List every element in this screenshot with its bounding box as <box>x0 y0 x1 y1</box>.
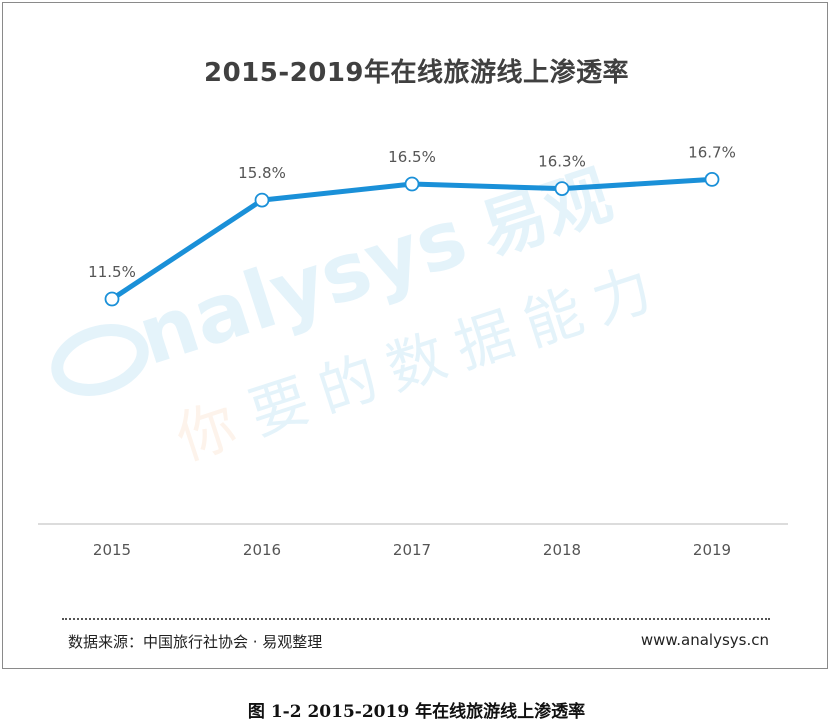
watermark-slogan-first: 你 <box>168 391 244 474</box>
watermark-logo-ring <box>51 324 149 396</box>
data-source: 数据来源：中国旅行社协会 · 易观整理 <box>68 633 323 651</box>
chart-title: 2015-2019年在线旅游线上渗透率 <box>203 58 630 88</box>
x-tick-2018: 2018 <box>543 541 581 559</box>
x-tick-labels: 2015 2016 2017 2018 2019 <box>93 541 731 559</box>
x-tick-2019: 2019 <box>693 541 731 559</box>
data-label-2019: 16.7% <box>688 143 736 161</box>
data-label-2015: 11.5% <box>88 263 136 281</box>
data-point-2018 <box>554 181 570 197</box>
website-link[interactable]: www.analysys.cn <box>640 631 769 649</box>
watermark: nalysys 易观 你 要的数据能力 <box>51 156 673 474</box>
data-labels: 11.5% 15.8% 16.5% 16.3% 16.7% <box>88 143 736 281</box>
data-point-2015 <box>104 291 120 307</box>
footer-divider <box>62 618 770 620</box>
data-point-2017 <box>404 176 420 192</box>
data-label-2018: 16.3% <box>538 153 586 171</box>
data-points <box>104 171 720 307</box>
x-tick-2015: 2015 <box>93 541 131 559</box>
figure-caption: 图 1-2 2015-2019 年在线旅游线上渗透率 <box>247 702 586 722</box>
data-point-2019 <box>704 171 720 187</box>
data-label-2017: 16.5% <box>388 148 436 166</box>
data-label-2016: 15.8% <box>238 164 286 182</box>
x-tick-2016: 2016 <box>243 541 281 559</box>
watermark-brand-cn: 易观 <box>471 156 620 270</box>
data-point-2016 <box>254 192 270 208</box>
chart-frame <box>2 2 828 669</box>
x-tick-2017: 2017 <box>393 541 431 559</box>
